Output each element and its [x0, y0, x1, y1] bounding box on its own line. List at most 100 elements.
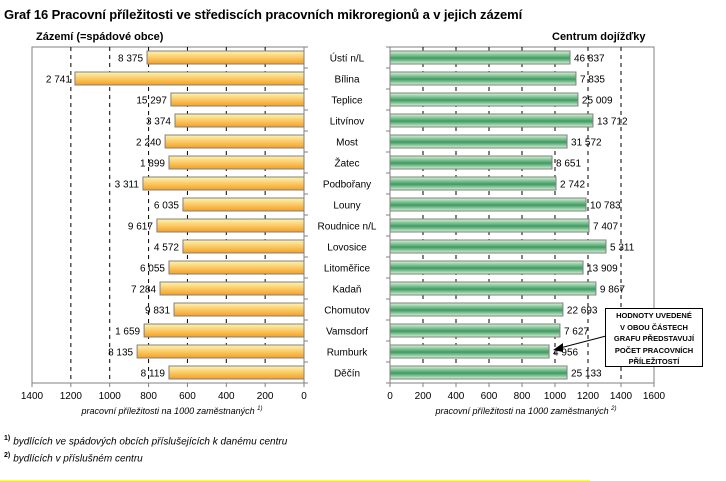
left-x-tick-label: 1400	[21, 391, 44, 402]
right-bar	[389, 302, 564, 317]
left-bar	[174, 113, 305, 128]
footnote-text: bydlících ve spádových obcích příslušejí…	[13, 436, 288, 448]
right-bar	[389, 134, 568, 149]
left-x-tick-label: 400	[218, 391, 235, 402]
category-label: Vamsdorf	[326, 327, 368, 338]
right-bar-label: 25 133	[571, 369, 602, 380]
annotation-arrow	[553, 335, 607, 352]
left-bar-label: 1 659	[115, 327, 140, 338]
footnote-2: 2) bydlících v příslušném centru	[4, 452, 143, 464]
left-bar	[142, 176, 305, 191]
right-bar-label: 13 909	[587, 264, 618, 275]
right-bar	[389, 344, 550, 359]
category-label: Děčín	[334, 369, 360, 380]
right-bar-label: 5 311	[610, 243, 635, 254]
annotation-line: GRAFU PŘEDSTAVUJÍ	[613, 334, 695, 343]
right-bar-label: 4 956	[553, 348, 578, 359]
right-bar-label: 9 867	[600, 285, 625, 296]
annotation-line: HODNOTY UVEDENÉ	[616, 311, 692, 320]
right-bar-label: 7 835	[580, 75, 605, 86]
category-label: Litoměřice	[324, 264, 371, 275]
category-label: Litvínov	[330, 117, 364, 128]
right-bar	[389, 260, 584, 275]
footnote-1: 1) bydlících ve spádových obcích přísluše…	[4, 435, 287, 447]
left-bar-label: 15 297	[136, 96, 167, 107]
right-x-tick-label: 1200	[577, 391, 600, 402]
left-x-tick-label: 0	[301, 391, 307, 402]
annotation-line: PŘÍLEŽITOSTÍ	[628, 357, 680, 366]
footnote-text: bydlících v příslušném centru	[13, 453, 143, 465]
right-x-tick-label: 400	[448, 391, 465, 402]
right-bar	[389, 176, 557, 191]
left-bar-label: 9 831	[145, 306, 170, 317]
category-label: Bílina	[334, 75, 359, 86]
right-panel-title: Centrum dojížďky	[552, 31, 646, 43]
left-x-tick-label: 200	[257, 391, 274, 402]
chart-title: Graf 16 Pracovní příležitosti ve středis…	[4, 7, 523, 22]
left-bar-label: 1 899	[140, 159, 165, 170]
right-bar	[389, 71, 577, 86]
right-bar-label: 13 712	[597, 117, 628, 128]
right-x-tick-label: 1000	[544, 391, 567, 402]
right-bar	[389, 239, 607, 254]
category-label: Most	[336, 138, 358, 149]
left-bar-label: 8 119	[141, 369, 166, 380]
right-x-axis-title: pracovní příležitosti na 1000 zaměstnaný…	[435, 406, 617, 416]
right-bar-label: 46 837	[574, 54, 605, 65]
left-x-tick-label: 1200	[60, 391, 83, 402]
category-label: Žatec	[334, 157, 359, 170]
right-bar-label: 7 407	[593, 222, 618, 233]
right-bar-label: 2 742	[560, 180, 585, 191]
right-bar-label: 8 651	[556, 159, 581, 170]
right-x-tick-label: 200	[415, 391, 432, 402]
left-bar-label: 2 741	[46, 75, 71, 86]
left-bar	[136, 344, 305, 359]
category-labels: Ústí n/L Bílina Teplice Litvínov Most Žatec Po…	[318, 52, 377, 380]
left-bar-label: 9 617	[128, 222, 153, 233]
right-x-axis-footnote-mark: 2)	[610, 406, 616, 412]
left-bar	[159, 281, 305, 296]
left-bar	[182, 239, 305, 254]
right-bar	[389, 155, 553, 170]
left-bar-label: 3 374	[146, 117, 171, 128]
left-bar	[156, 218, 305, 233]
category-label: Roudnice n/L	[318, 222, 377, 233]
category-label: Podbořany	[323, 180, 371, 191]
left-bar	[143, 323, 305, 338]
right-x-tick-label: 0	[387, 391, 393, 402]
right-chart: 0 200 400 600 800 1000 1200 1400 1600 46 837 7 835…	[386, 46, 666, 416]
right-bar-label: 7 627	[564, 327, 589, 338]
left-x-axis-title: pracovní příležitosti na 1000 zaměstnaný…	[81, 406, 263, 416]
footnote-mark: 1)	[4, 435, 11, 442]
category-label: Ústí n/L	[330, 52, 365, 65]
left-bar-label: 6 035	[154, 201, 179, 212]
chart-canvas: 1400 1200 1000 800 600 400 200 0 8 375 2 741 15 29…	[21, 46, 666, 416]
right-x-tick-label: 1400	[610, 391, 633, 402]
category-label: Kadaň	[333, 285, 362, 296]
category-label: Teplice	[331, 96, 363, 107]
left-chart: 1400 1200 1000 800 600 400 200 0 8 375 2 741 15 29…	[21, 46, 308, 416]
left-x-tick-label: 1000	[99, 391, 122, 402]
right-bar	[389, 197, 587, 212]
annotation-box: HODNOTY UVEDENÉ V OBOU ČÁSTECH GRAFU PŘE…	[605, 308, 703, 367]
left-x-tick-label: 800	[140, 391, 157, 402]
right-bar	[389, 365, 568, 380]
category-label: Chomutov	[324, 306, 370, 317]
right-bar-label: 10 783	[590, 201, 621, 212]
right-bar	[389, 281, 597, 296]
right-x-tick-label: 1600	[643, 391, 666, 402]
right-bar	[389, 92, 579, 107]
left-bar-label: 8 135	[108, 348, 133, 359]
left-bar	[182, 197, 305, 212]
category-label: Lovosice	[327, 243, 367, 254]
left-panel-title: Zázemí (=spádové obce)	[36, 31, 164, 43]
right-bar	[389, 323, 561, 338]
left-bar-label: 6 055	[140, 264, 165, 275]
annotation-line: V OBOU ČÁSTECH	[620, 322, 688, 332]
left-x-axis-footnote-mark: 1)	[257, 406, 262, 412]
right-x-tick-label: 800	[514, 391, 531, 402]
right-bar	[389, 113, 594, 128]
right-bar-label: 25 009	[582, 96, 613, 107]
category-label: Louny	[333, 201, 360, 212]
category-label: Rumburk	[327, 348, 369, 359]
